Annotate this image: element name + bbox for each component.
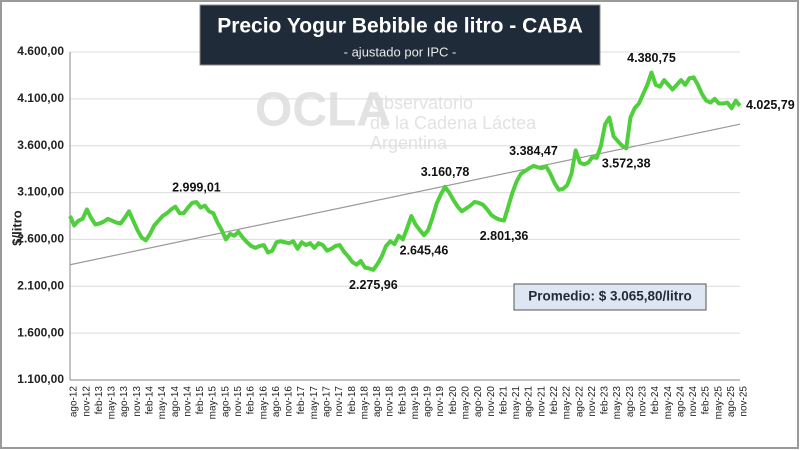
x-tick-label: nov-12 (81, 386, 92, 417)
x-tick-label: nov-21 (536, 386, 547, 417)
y-axis-label: $/litro (9, 210, 24, 245)
x-tick-label: may-18 (359, 386, 370, 420)
x-tick-label: ago-25 (726, 386, 737, 418)
x-tick-label: nov-15 (233, 386, 244, 417)
x-tick-label: feb-13 (94, 386, 105, 415)
x-tick-label: may-24 (663, 386, 674, 420)
x-tick-label: nov-14 (182, 386, 193, 417)
x-tick-label: ago-22 (574, 386, 585, 418)
x-tick-label: feb-25 (701, 386, 712, 415)
x-tick-label: ago-24 (675, 386, 686, 418)
data-label: 2.999,01 (172, 180, 221, 194)
chart-title: Precio Yogur Bebible de litro - CABA (217, 15, 583, 38)
x-tick-label: feb-16 (246, 386, 257, 415)
x-tick-label: ago-23 (625, 386, 636, 418)
x-tick-label: nov-25 (739, 386, 750, 417)
x-tick-label: nov-16 (284, 386, 295, 417)
x-tick-label: ago-21 (524, 386, 535, 418)
watermark-line: Observatorio (370, 93, 473, 113)
x-tick-label: may-16 (258, 386, 269, 420)
x-tick-label: ago-14 (170, 386, 181, 418)
x-tick-label: ago-15 (220, 386, 231, 418)
y-tick-label: 3.100,00 (17, 185, 64, 199)
x-tick-label: ago-12 (69, 386, 80, 418)
data-label: 2.645,46 (400, 243, 449, 257)
line-series (68, 70, 742, 272)
x-tick-label: nov-17 (334, 386, 345, 417)
x-tick-label: may-23 (612, 386, 623, 420)
x-tick-label: feb-14 (144, 386, 155, 415)
x-tick-label: may-25 (713, 386, 724, 420)
x-tick-label: ago-18 (372, 386, 383, 418)
x-tick-label: ago-16 (271, 386, 282, 418)
data-label: 4.380,75 (627, 51, 676, 65)
x-tick-label: may-22 (562, 386, 573, 420)
x-tick-label: feb-19 (397, 386, 408, 415)
x-tick-label: feb-17 (296, 386, 307, 415)
data-label: 3.160,78 (421, 165, 470, 179)
plot-area: 1.100,00 1.600,00 2.100,00 2.600,00 3.100,00… (17, 44, 794, 419)
watermark-line: Argentina (370, 133, 448, 153)
x-tick-label: nov-20 (486, 386, 497, 417)
x-tick-label: may-15 (208, 386, 219, 420)
y-tick-label: 4.100,00 (17, 91, 64, 105)
x-tick-label: nov-18 (385, 386, 396, 417)
title-box (199, 4, 601, 66)
x-tick-label: nov-13 (132, 386, 143, 417)
x-tick-label: feb-15 (195, 386, 206, 415)
x-tick-label: feb-23 (600, 386, 611, 415)
chart-subtitle: - ajustado por IPC - (344, 44, 457, 59)
x-tick-label: may-14 (157, 386, 168, 420)
x-tick-label: feb-21 (498, 386, 509, 415)
x-tick-label: may-19 (410, 386, 421, 420)
data-label: 4.025,79 (746, 98, 795, 112)
x-tick-label: ago-13 (119, 386, 130, 418)
average-label: Promedio: $ 3.065,80/litro (528, 289, 692, 304)
y-tick-label: 1.100,00 (17, 372, 64, 386)
x-tick-label: feb-18 (347, 386, 358, 415)
x-tick-label: may-13 (107, 386, 118, 420)
watermark-line: de la Cadena Láctea (370, 113, 537, 133)
x-tick-label: nov-22 (587, 386, 598, 417)
x-tick-label: may-21 (511, 386, 522, 420)
x-tick-label: nov-23 (638, 386, 649, 417)
x-tick-label: nov-19 (435, 386, 446, 417)
data-label: 3.384,47 (509, 144, 558, 158)
y-tick-label: 4.600,00 (17, 44, 64, 58)
data-label: 3.572,38 (602, 157, 651, 171)
x-tick-label: ago-19 (423, 386, 434, 418)
data-label: 2.801,36 (480, 229, 529, 243)
data-label: 2.275,96 (349, 278, 398, 292)
x-tick-label: ago-17 (321, 386, 332, 418)
y-tick-label: 2.600,00 (17, 232, 64, 246)
watermark-logo: OCLA (255, 84, 391, 137)
x-tick-label: feb-22 (549, 386, 560, 415)
watermark: OCLA Observatorio de la Cadena Láctea Ar… (255, 84, 537, 153)
y-tick-label: 2.100,00 (17, 278, 64, 292)
average-box (513, 283, 707, 311)
x-tick-label: nov-24 (688, 386, 699, 417)
x-tick-label: feb-24 (650, 386, 661, 415)
y-tick-label: 3.600,00 (17, 138, 64, 152)
x-tick-label: may-20 (461, 386, 472, 420)
x-tick-label: feb-20 (448, 386, 459, 415)
y-tick-label: 1.600,00 (17, 325, 64, 339)
x-tick-label: may-17 (309, 386, 320, 420)
x-tick-label: ago-20 (473, 386, 484, 418)
